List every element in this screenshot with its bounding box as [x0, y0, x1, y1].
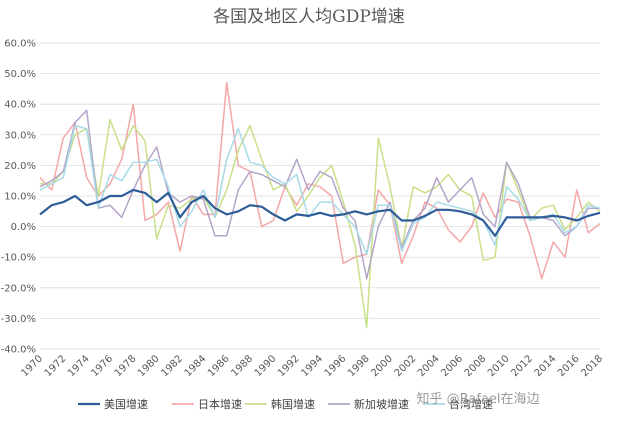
x-tick-label: 1974	[66, 353, 92, 379]
x-tick-label: 1988	[229, 353, 255, 379]
legend: 美国增速 日本增速 韩国增速 新加坡增速 台湾增速	[78, 397, 493, 411]
series-lines	[39, 82, 601, 329]
y-tick-label: 30.0%	[4, 130, 36, 141]
y-tick-label: 50.0%	[4, 69, 36, 80]
x-tick-label: 2006	[439, 353, 465, 379]
x-tick-label: 2002	[393, 353, 419, 379]
y-axis-ticks: 60.0% 50.0% 40.0% 30.0% 20.0% 10.0% 0.0% -10.0%…	[1, 39, 36, 356]
x-tick-label: 1996	[323, 353, 349, 379]
x-axis-ticks: 1970197219741976197819801982198419861988…	[19, 353, 605, 379]
x-tick-label: 2004	[416, 353, 442, 379]
y-tick-label: 0.0%	[11, 222, 36, 233]
y-tick-label: 20.0%	[4, 161, 36, 172]
y-tick-label: -40.0%	[1, 345, 36, 356]
legend-label: 日本增速	[198, 397, 242, 411]
x-tick-label: 2008	[463, 353, 489, 379]
y-tick-label: 60.0%	[4, 39, 36, 50]
legend-label: 新加坡增速	[354, 397, 409, 411]
y-tick-label: 40.0%	[4, 100, 36, 111]
y-tick-label: 10.0%	[4, 192, 36, 203]
x-tick-label: 1978	[113, 353, 139, 379]
legend-label: 台湾增速	[449, 397, 493, 411]
y-tick-label: -30.0%	[1, 314, 36, 325]
x-tick-label: 1986	[206, 353, 232, 379]
series-line	[39, 124, 601, 255]
x-tick-label: 2018	[579, 353, 605, 379]
x-tick-label: 1980	[136, 353, 162, 379]
chart-title: 各国及地区人均GDP增速	[213, 7, 405, 27]
x-tick-label: 1972	[43, 353, 69, 379]
legend-label: 美国增速	[104, 397, 148, 411]
x-tick-label: 1982	[159, 353, 185, 379]
x-tick-label: 1994	[299, 353, 325, 379]
x-tick-label: 1990	[253, 353, 279, 379]
x-tick-label: 1976	[89, 353, 115, 379]
x-tick-label: 2000	[369, 353, 395, 379]
x-tick-label: 1992	[276, 353, 302, 379]
y-tick-label: -20.0%	[1, 283, 36, 294]
x-tick-label: 2012	[509, 353, 535, 379]
x-tick-label: 2016	[556, 353, 582, 379]
x-tick-label: 1984	[183, 353, 209, 379]
y-tick-label: -10.0%	[1, 253, 36, 264]
legend-label: 韩国增速	[271, 397, 315, 411]
x-tick-label: 2014	[533, 353, 559, 379]
watermark: 知乎 @Rafael在海边	[417, 391, 540, 407]
x-tick-label: 1998	[346, 353, 372, 379]
series-line	[39, 82, 601, 280]
x-tick-label: 2010	[486, 353, 512, 379]
x-tick-label: 1970	[19, 353, 45, 379]
series-line	[39, 188, 601, 237]
